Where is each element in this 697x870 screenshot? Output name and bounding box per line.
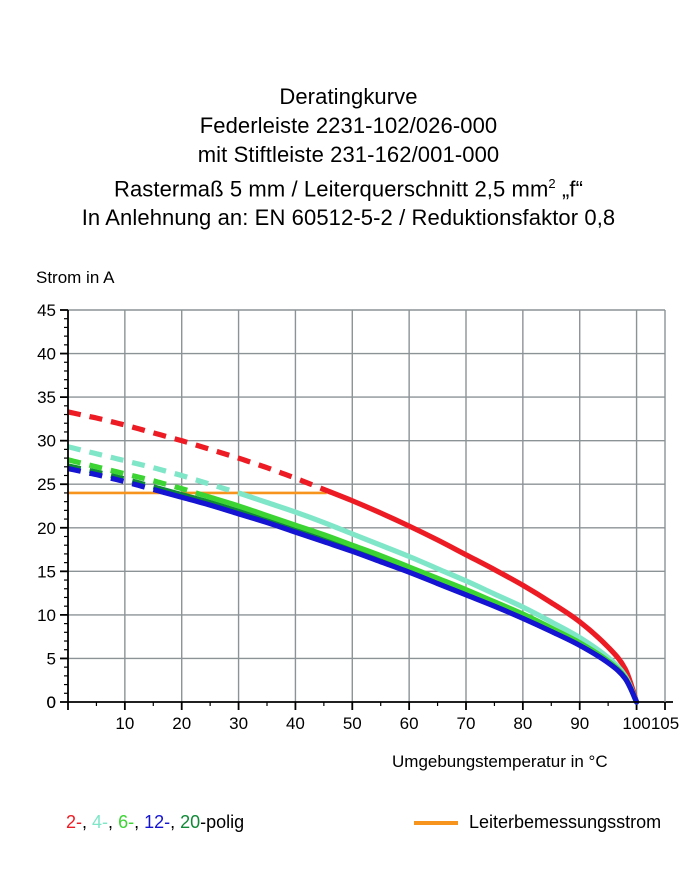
title-line-1: Deratingkurve	[279, 84, 418, 109]
svg-text:70: 70	[457, 714, 476, 733]
svg-text:40: 40	[37, 345, 56, 364]
svg-text:30: 30	[37, 432, 56, 451]
chart-title-block: Deratingkurve Federleiste 2231-102/026-0…	[0, 82, 697, 232]
svg-text:40: 40	[286, 714, 305, 733]
legend-series-part-8: 20	[180, 812, 201, 832]
title-line-5: In Anlehnung an: EN 60512-5-2 / Reduktio…	[81, 205, 616, 231]
legend-rated-current: Leiterbemessungsstrom	[414, 812, 661, 833]
svg-text:0: 0	[47, 693, 56, 712]
svg-text:60: 60	[400, 714, 419, 733]
svg-text:15: 15	[37, 562, 56, 581]
title-line-2: Federleiste 2231-102/026-000	[199, 113, 498, 138]
legend-series-part-6: 12-	[144, 812, 171, 832]
svg-text:5: 5	[47, 649, 56, 668]
title-line-4-main: Rastermaß 5 mm / Leiterquerschnitt 2,5 m…	[113, 176, 549, 202]
title-line-4: Rastermaß 5 mm / Leiterquerschnitt 2,5 m…	[0, 169, 697, 203]
rated-current-swatch-icon	[414, 820, 458, 825]
chart-legend: 2-, 4-, 6-, 12-, 20-polig Leiterbemessun…	[0, 812, 697, 838]
svg-text:100: 100	[622, 714, 650, 733]
legend-series-part-4: 6-	[118, 812, 135, 832]
svg-text:10: 10	[115, 714, 134, 733]
svg-text:45: 45	[37, 301, 56, 320]
x-axis-label: Umgebungstemperatur in °C	[392, 752, 608, 771]
svg-text:50: 50	[343, 714, 362, 733]
legend-series-part-5: ,	[134, 812, 145, 832]
series-curves	[67, 409, 640, 705]
legend-series-part-2: 4-	[92, 812, 109, 832]
svg-text:105: 105	[651, 714, 679, 733]
title-line-3: mit Stiftleiste 231-162/001-000	[197, 142, 500, 167]
svg-text:20: 20	[172, 714, 191, 733]
svg-text:20: 20	[37, 519, 56, 538]
title-line-4-superscript: 2	[548, 176, 556, 191]
legend-rated-current-label: Leiterbemessungsstrom	[469, 812, 662, 832]
legend-series-part-0: 2-	[66, 812, 83, 832]
axis-lines	[67, 310, 673, 703]
svg-text:25: 25	[37, 475, 56, 494]
title-line-4-tail: „f“	[555, 176, 584, 202]
svg-text:0: 0	[47, 693, 56, 712]
svg-text:80: 80	[513, 714, 532, 733]
legend-series-part-9: -polig	[200, 812, 245, 832]
legend-series-part-3: ,	[108, 812, 119, 832]
axis-ticks	[60, 309, 666, 710]
svg-text:35: 35	[37, 388, 56, 407]
legend-series-part-1: ,	[82, 812, 93, 832]
svg-text:90: 90	[570, 714, 589, 733]
y-axis-label: Strom in A	[36, 268, 115, 287]
legend-series-labels: 2-, 4-, 6-, 12-, 20-polig	[66, 812, 244, 833]
svg-text:10: 10	[37, 606, 56, 625]
svg-text:30: 30	[229, 714, 248, 733]
legend-series-part-7: ,	[170, 812, 181, 832]
